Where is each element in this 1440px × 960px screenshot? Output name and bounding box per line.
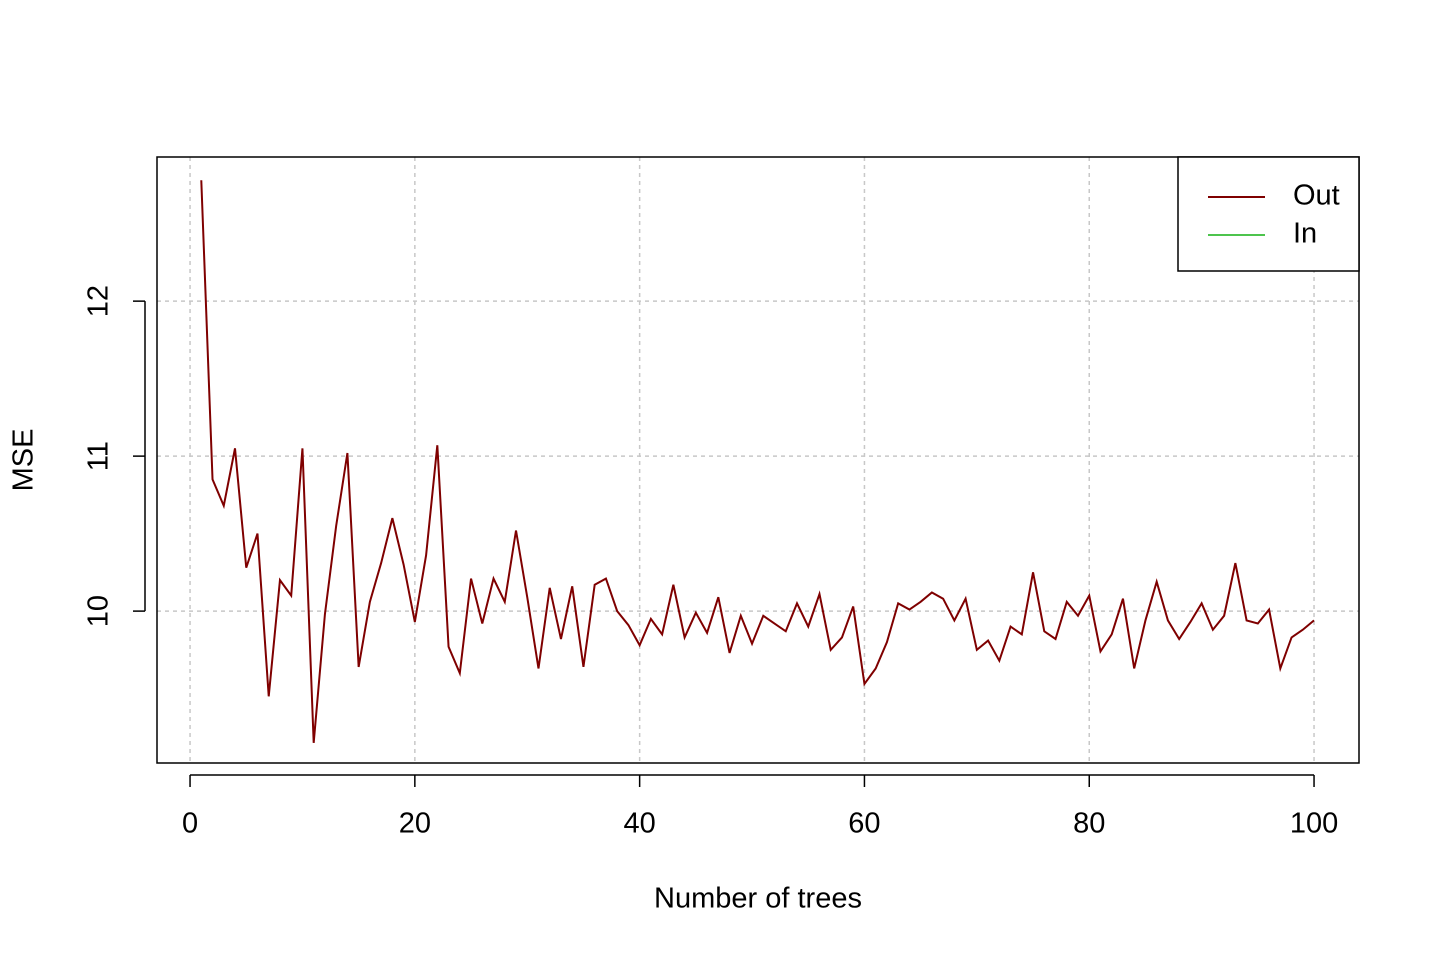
x-axis-label: Number of trees: [654, 883, 862, 915]
y-tick-label: 10: [83, 595, 115, 627]
x-tick-label: 60: [848, 808, 880, 840]
x-tick-label: 80: [1073, 808, 1105, 840]
y-tick-label: 12: [83, 285, 115, 317]
y-axis-label: MSE: [8, 429, 40, 492]
x-tick-label: 20: [399, 808, 431, 840]
x-tick-label: 0: [182, 808, 198, 840]
x-tick-label: 40: [624, 808, 656, 840]
x-tick-label: 100: [1290, 808, 1338, 840]
plot-frame: [156, 156, 1360, 764]
legend-label: In: [1293, 218, 1317, 250]
legend-label: Out: [1293, 180, 1340, 212]
y-tick-label: 11: [83, 441, 115, 471]
series-line: [200, 180, 1315, 743]
legend-box: [1177, 156, 1360, 272]
